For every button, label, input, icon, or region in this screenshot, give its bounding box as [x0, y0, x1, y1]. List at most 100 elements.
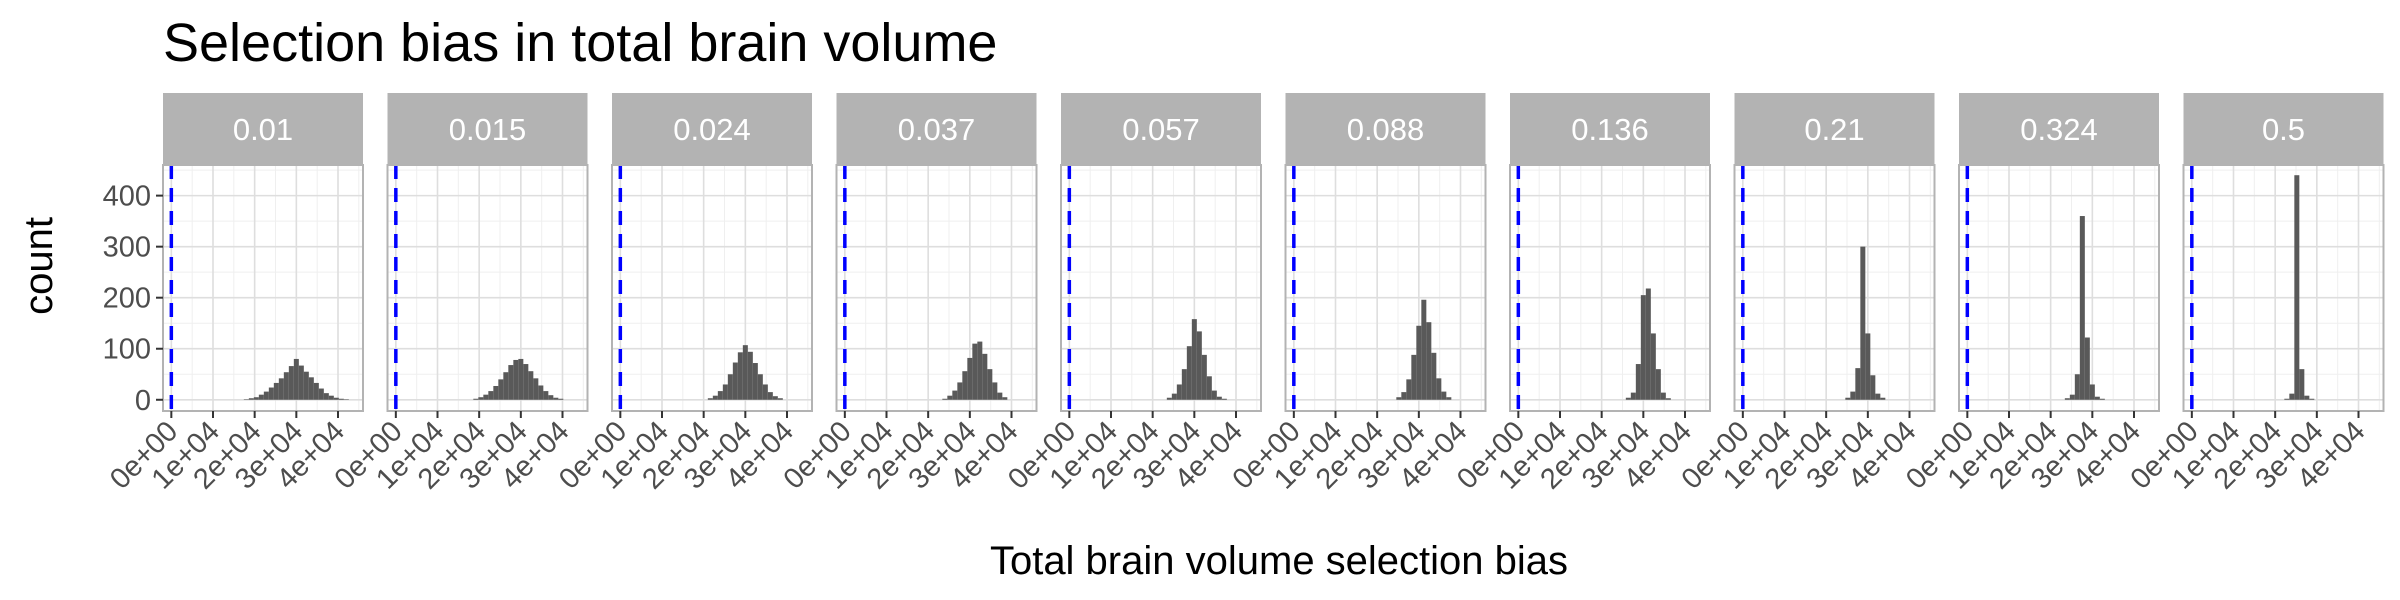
histogram-bar — [2294, 175, 2300, 400]
histogram-bar — [1630, 392, 1636, 400]
facet-strip — [163, 93, 363, 165]
panel-border — [1284, 164, 1487, 412]
histogram-bar — [1441, 391, 1447, 400]
histogram-bar — [273, 382, 279, 400]
histogram-bar — [278, 378, 284, 400]
histogram-bar — [493, 385, 499, 400]
panel-background — [836, 165, 1037, 411]
histogram-bar — [1880, 397, 1886, 400]
histogram-bar — [1411, 354, 1417, 400]
histogram-bar — [333, 397, 339, 400]
x-axis-title: Total brain volume selection bias — [990, 539, 1568, 583]
histogram-bar — [248, 398, 254, 400]
histogram-bar — [2099, 398, 2105, 400]
histogram-bar — [1002, 397, 1008, 400]
panel-border — [1958, 164, 2160, 412]
histogram-bar — [752, 363, 758, 400]
histogram-bar — [518, 358, 524, 400]
panel-background — [1061, 165, 1261, 411]
histogram-bar — [1206, 376, 1212, 400]
facet-strip — [1510, 93, 1710, 165]
facet-strip — [836, 93, 1037, 165]
histogram-bar — [253, 397, 259, 400]
histogram-bar — [2084, 337, 2090, 400]
histogram-bar — [508, 365, 514, 400]
histogram-bar — [747, 351, 753, 400]
histogram-bar — [298, 365, 304, 400]
histogram-bar — [952, 390, 958, 400]
histogram-bar — [987, 369, 993, 400]
histogram-bar — [982, 353, 988, 400]
histogram-bar — [343, 399, 349, 400]
facet-panels: 0.010e+001e+042e+043e+044e+040.0150e+001… — [104, 93, 2385, 496]
histogram-bar — [1396, 397, 1402, 400]
histogram-bar — [722, 384, 728, 400]
panel-background — [387, 165, 588, 411]
panel-background — [1285, 165, 1486, 411]
histogram-bar — [1181, 369, 1187, 400]
panel-background — [612, 165, 812, 411]
histogram-bar — [313, 382, 319, 400]
facet-strip-label: 0.01 — [233, 112, 293, 147]
histogram-bar — [553, 397, 559, 400]
facet-strip-label: 0.057 — [1122, 112, 1200, 147]
facet-strip — [1061, 93, 1261, 165]
facet-strip — [1734, 93, 1935, 165]
histogram-bar — [513, 359, 519, 400]
facet-strip — [612, 93, 812, 165]
panel-background — [2183, 165, 2384, 411]
panel-background — [1959, 165, 2159, 411]
histogram-bar — [2069, 394, 2075, 400]
histogram-bar — [992, 382, 998, 400]
histogram-bar — [997, 392, 1003, 400]
facet-strip-label: 0.21 — [1804, 112, 1864, 147]
histogram-bar — [308, 377, 314, 400]
histogram-bar — [2304, 395, 2310, 400]
histogram-bar — [473, 398, 479, 400]
histogram-bar — [1221, 398, 1227, 400]
histogram-bar — [1446, 397, 1452, 400]
histogram-bar — [2089, 384, 2095, 400]
histogram-bar — [1401, 392, 1407, 400]
histogram-bar — [2094, 396, 2100, 400]
facet-strip-label: 0.015 — [449, 112, 527, 147]
histogram-bar — [1875, 393, 1881, 400]
histogram-bar — [1201, 354, 1207, 400]
histogram-bar — [328, 395, 334, 400]
histogram-bar — [1640, 295, 1646, 400]
histogram-bar — [1166, 397, 1172, 400]
histogram-bar — [263, 391, 269, 400]
facet-strip-label: 0.324 — [2020, 112, 2098, 147]
histogram-bar — [543, 391, 549, 400]
histogram-bar — [1191, 319, 1197, 400]
panel-border — [835, 164, 1038, 412]
y-axis-title: count — [17, 217, 61, 315]
histogram-bar — [962, 371, 968, 400]
histogram-bar — [1625, 397, 1631, 400]
histogram-bar — [2064, 398, 2070, 400]
histogram-bar — [1171, 393, 1177, 400]
facet-strip — [2183, 93, 2384, 165]
histogram-bar — [1421, 299, 1427, 400]
histogram-bar — [1406, 379, 1412, 400]
histogram-bar — [737, 352, 743, 400]
histogram-bar — [1431, 352, 1437, 400]
histogram-bar — [972, 343, 978, 400]
histogram-bar — [1850, 391, 1856, 400]
chart-title: Selection bias in total brain volume — [163, 13, 997, 73]
histogram-bar — [318, 388, 324, 400]
histogram-bar — [957, 382, 963, 400]
panel-border — [1060, 164, 1262, 412]
histogram-bar — [1211, 390, 1217, 400]
facet-strip-label: 0.136 — [1571, 112, 1649, 147]
histogram-bar — [503, 372, 509, 400]
y-axis: 0 100 200 300 400 — [103, 181, 163, 417]
histogram-bar — [942, 398, 948, 400]
histogram-bar — [1436, 378, 1442, 400]
histogram-bar — [762, 384, 768, 400]
histogram-bar — [1196, 331, 1202, 400]
